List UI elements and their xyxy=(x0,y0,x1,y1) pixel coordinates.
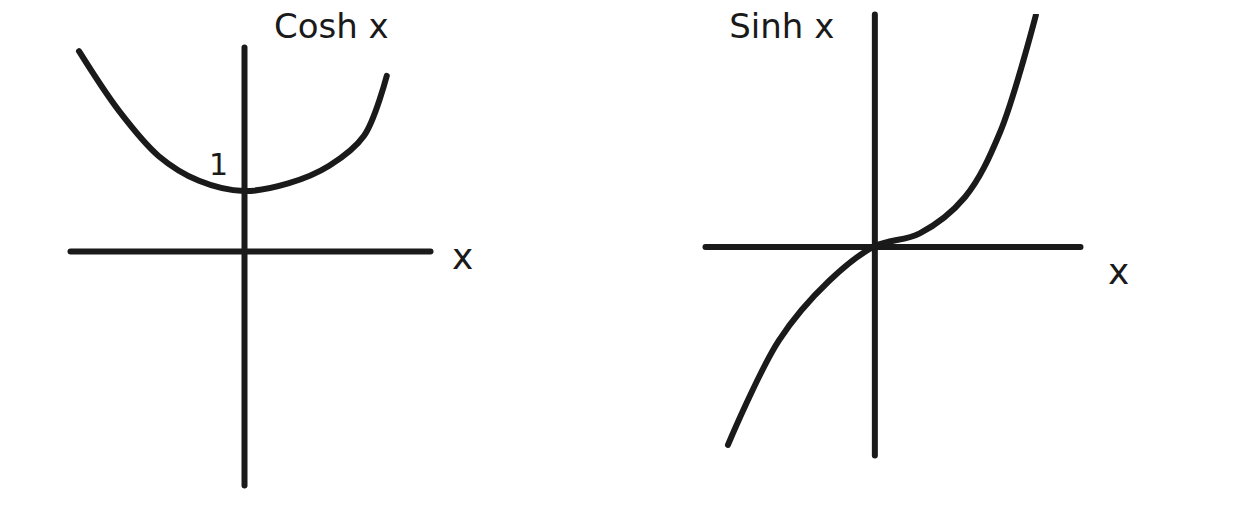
x-axis-title: x xyxy=(452,236,473,277)
canvas: 1 Cosh x x Sinh x x xyxy=(0,0,1240,519)
x-axis xyxy=(71,251,431,252)
x-axis-line xyxy=(706,244,1081,250)
plot-area xyxy=(79,51,387,191)
y-axis xyxy=(874,15,875,456)
y-axis-line xyxy=(872,15,878,456)
y-tick-label: 1 xyxy=(209,147,228,182)
x-axis xyxy=(706,246,1081,247)
plot-area xyxy=(728,15,1036,445)
curve xyxy=(79,51,387,191)
chart-title: Cosh x xyxy=(274,6,389,46)
x-axis-title: x xyxy=(1108,251,1129,292)
x-axis-line xyxy=(71,249,431,255)
y-axis: 1 xyxy=(209,48,245,486)
panel: Sinh x x xyxy=(706,6,1130,456)
y-axis-line xyxy=(242,48,248,486)
panel: 1 Cosh x x xyxy=(71,6,474,486)
chart-title: Sinh x xyxy=(729,6,834,46)
curve xyxy=(728,15,1036,445)
